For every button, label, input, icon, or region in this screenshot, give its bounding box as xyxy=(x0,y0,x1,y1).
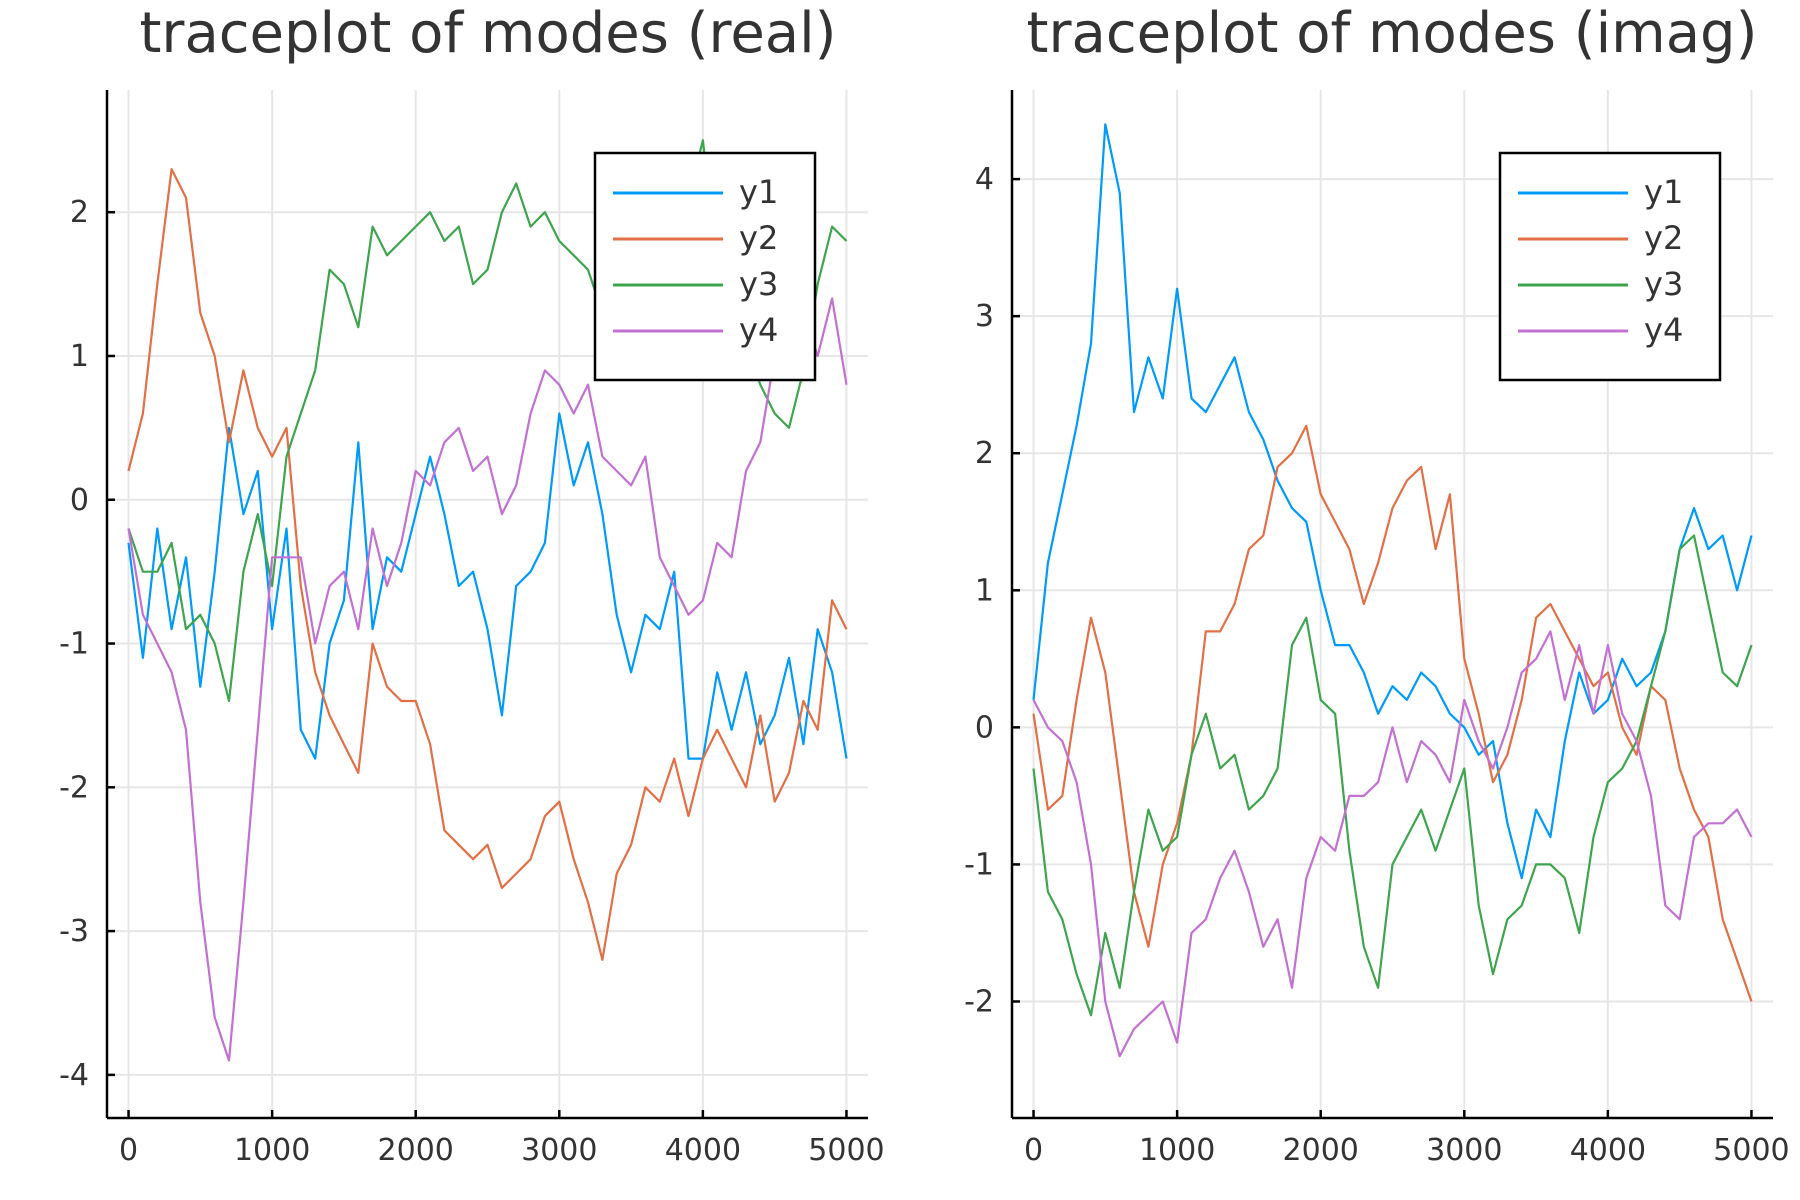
x-tick-label: 5000 xyxy=(1713,1133,1789,1168)
x-tick-label: 4000 xyxy=(665,1133,741,1168)
x-tick-label: 2000 xyxy=(1283,1133,1359,1168)
y-tick-label: 2 xyxy=(70,195,89,230)
legend-label: y3 xyxy=(1644,265,1683,303)
legend-box xyxy=(593,151,817,382)
chart-title: traceplot of modes (real) xyxy=(139,1,836,66)
y-tick-label: 4 xyxy=(975,162,994,197)
legend: y1 y2 y3 y4 xyxy=(1498,151,1722,382)
legend-box xyxy=(1498,151,1722,382)
x-tick-label: 2000 xyxy=(378,1133,454,1168)
series-line-y4 xyxy=(1032,630,1753,1058)
legend-label: y1 xyxy=(739,173,778,211)
x-tick-label: 4000 xyxy=(1570,1133,1646,1168)
legend-label: y1 xyxy=(1644,173,1683,211)
legend-label: y3 xyxy=(739,265,778,303)
y-tick-label: 2 xyxy=(975,436,994,471)
y-tick-label: 0 xyxy=(975,710,994,745)
x-tick-label: 5000 xyxy=(808,1133,884,1168)
y-tick-label: -1 xyxy=(59,627,89,662)
x-tick-label: 0 xyxy=(119,1133,138,1168)
y-tick-label: -4 xyxy=(59,1058,89,1093)
series-line-y1 xyxy=(127,412,848,760)
y-tick-label: -2 xyxy=(964,984,994,1019)
legend-label: y2 xyxy=(1644,219,1683,257)
x-tick-label: 3000 xyxy=(1426,1133,1502,1168)
chart-real: traceplot of modes (real) 0 1000 2000 3000 40… xyxy=(59,1,885,1168)
series-line-y2 xyxy=(127,168,848,961)
y-tick-label: 1 xyxy=(70,339,89,374)
y-tick-label: 0 xyxy=(70,483,89,518)
y-tick-label: 3 xyxy=(975,299,994,334)
x-tick-label: 1000 xyxy=(234,1133,310,1168)
series-line-y3 xyxy=(1032,534,1753,1017)
x-tick-label: 3000 xyxy=(521,1133,597,1168)
series-line-y2 xyxy=(1032,424,1753,1002)
y-tick-label: -2 xyxy=(59,770,89,805)
x-tick-label: 0 xyxy=(1024,1133,1043,1168)
chart-title: traceplot of modes (imag) xyxy=(1027,1,1758,66)
legend: y1 y2 y3 y4 xyxy=(593,151,817,382)
legend-label: y4 xyxy=(739,311,778,349)
legend-label: y4 xyxy=(1644,311,1683,349)
x-tick-label: 1000 xyxy=(1139,1133,1215,1168)
legend-label: y2 xyxy=(739,219,778,257)
series-line-y4 xyxy=(127,297,848,1062)
chart-imag: traceplot of modes (imag)0 1000 2000 3000 40… xyxy=(964,1,1790,1168)
series-line-y1 xyxy=(1032,123,1753,880)
y-tick-label: -1 xyxy=(964,847,994,882)
y-tick-label: 1 xyxy=(975,573,994,608)
y-tick-label: -3 xyxy=(59,914,89,949)
